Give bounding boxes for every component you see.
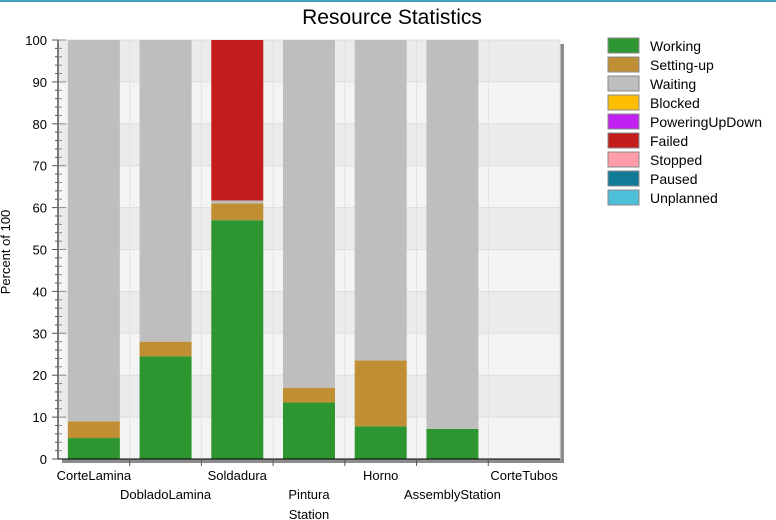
legend-label-setting-up: Setting-up (650, 57, 714, 73)
x-tick-label: CorteLamina (57, 468, 132, 483)
x-tick-label: Soldadura (208, 468, 268, 483)
legend-label-poweringupdown: PoweringUpDown (650, 114, 762, 130)
bar-waiting-assemblystation (426, 40, 479, 429)
legend-label-unplanned: Unplanned (650, 190, 718, 206)
bar-working-dobladolamina (139, 356, 192, 459)
x-tick-label: Horno (363, 468, 398, 483)
bar-setting-up-dobladolamina (139, 341, 192, 357)
legend-label-failed: Failed (650, 133, 688, 149)
x-axis: CorteLamina DobladoLamina Soldadura Pintura… (57, 458, 560, 520)
bar-working-horno (354, 426, 407, 459)
bar-working-soldadura (211, 220, 264, 459)
legend-swatch-working (607, 37, 640, 54)
bar-waiting-dobladolamina (139, 40, 192, 342)
bar-waiting-cortelamina (67, 40, 120, 422)
y-tick-label: 90 (33, 75, 47, 90)
y-tick-label: 30 (33, 326, 47, 341)
y-axis: 0 10 20 30 40 50 60 70 80 90 100 (25, 33, 66, 467)
legend-swatch-stopped (607, 151, 640, 168)
legend-swatch-poweringupdown (607, 113, 640, 130)
bar-setting-up-horno (354, 360, 407, 427)
legend-label-blocked: Blocked (650, 95, 700, 111)
bar-failed-soldadura (211, 40, 264, 201)
y-tick-label: 60 (33, 201, 47, 216)
legend-label-waiting: Waiting (650, 76, 696, 92)
bar-waiting-pintura-station (283, 40, 335, 388)
bar-setting-up-pintura-station (283, 387, 335, 403)
bar-setting-up-soldadura (211, 203, 264, 221)
legend-swatch-paused (607, 170, 640, 187)
bar-waiting-soldadura (211, 200, 264, 204)
legend-swatch-unplanned (607, 189, 640, 206)
bar-working-assemblystation (426, 428, 479, 459)
bar-working-cortelamina (67, 438, 120, 459)
y-tick-label: 20 (33, 368, 47, 383)
legend-swatch-blocked (607, 94, 640, 111)
bar-working-pintura-station (283, 402, 335, 459)
y-tick-label: 80 (33, 117, 47, 132)
x-tick-label: DobladoLamina (120, 487, 212, 502)
y-tick-label: 0 (40, 452, 47, 467)
y-tick-label: 100 (25, 33, 47, 48)
x-tick-label: Pintura (288, 487, 330, 502)
window-top-border (0, 0, 776, 2)
bar-setting-up-cortelamina (67, 421, 120, 439)
bar-waiting-horno (354, 40, 407, 361)
y-tick-label: 10 (33, 410, 47, 425)
legend-label-working: Working (650, 38, 701, 54)
chart-title: Resource Statistics (302, 6, 482, 29)
y-axis-label: Percent of 100 (0, 210, 13, 295)
y-tick-label: 50 (33, 243, 47, 258)
y-tick-label: 40 (33, 284, 47, 299)
legend-swatch-setting-up (607, 56, 640, 73)
legend: Working Setting-up Waiting Blocked PoweringU… (607, 37, 762, 206)
legend-swatch-waiting (607, 75, 640, 92)
x-tick-label: CorteTubos (490, 468, 558, 483)
y-tick-label: 70 (33, 159, 47, 174)
bars (67, 40, 479, 459)
legend-label-stopped: Stopped (650, 152, 702, 168)
x-tick-label: AssemblyStation (404, 487, 501, 502)
legend-swatch-failed (607, 132, 640, 149)
legend-label-paused: Paused (650, 171, 697, 187)
x-tick-label: Station (289, 507, 329, 520)
